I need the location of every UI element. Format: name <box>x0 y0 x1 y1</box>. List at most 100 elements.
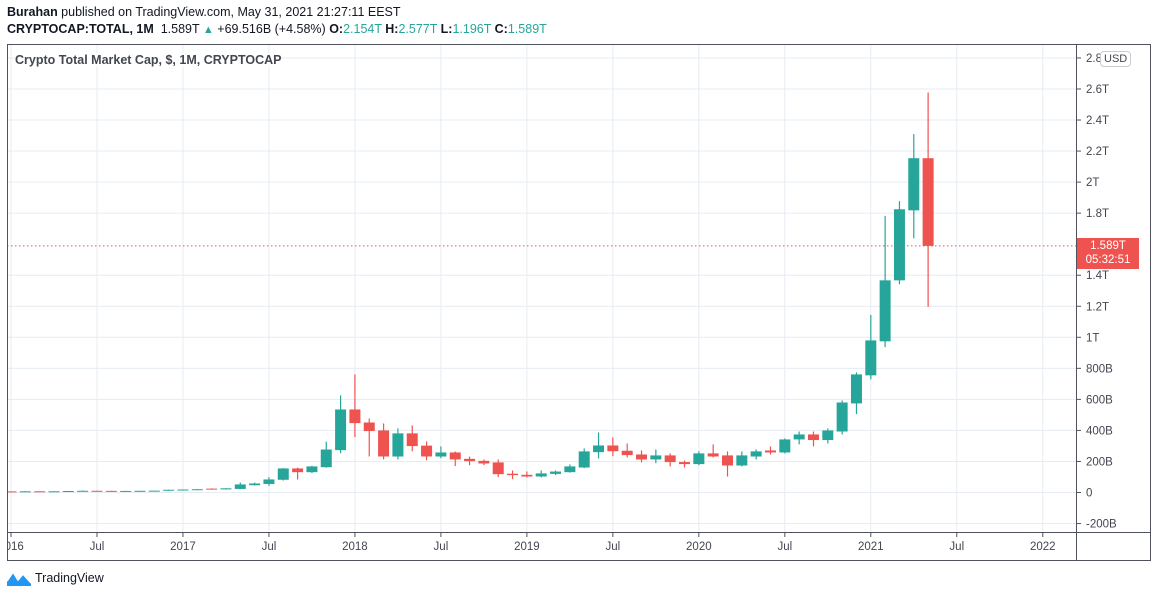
candle-body <box>564 466 576 473</box>
author-name[interactable]: Burahan <box>7 5 58 19</box>
bar-countdown: 05:32:51 <box>1085 254 1131 266</box>
publish-info: Burahan published on TradingView.com, Ma… <box>7 5 401 19</box>
candle-body <box>650 455 662 460</box>
candle-body <box>435 452 447 457</box>
candle-2016-02 <box>19 491 31 493</box>
triangle-up-icon: ▲ <box>202 24 214 36</box>
price-tick-label: 800B <box>1086 363 1113 375</box>
candle-body <box>19 491 31 493</box>
candle-2016-06 <box>77 490 89 492</box>
high-value: 2.577T <box>398 22 438 36</box>
candle-body <box>865 340 877 376</box>
candle-2017-10 <box>306 465 318 474</box>
candle-body <box>421 445 433 457</box>
candle-2021-01 <box>865 314 877 380</box>
candle-2021-04 <box>908 134 920 239</box>
candle-2017-02 <box>191 489 203 491</box>
candle-2020-05 <box>750 449 762 460</box>
candle-2017-12 <box>335 395 347 454</box>
symbol-label: CRYPTOCAP:TOTAL, 1M <box>7 22 154 36</box>
candle-2020-01 <box>693 451 705 466</box>
candle-body <box>292 468 304 473</box>
candle-body <box>320 449 332 468</box>
last-price-value: 1.589T <box>1090 240 1126 252</box>
candle-2018-06 <box>421 441 433 461</box>
candle-body <box>464 458 476 462</box>
candle-body <box>335 409 347 451</box>
candle-2019-08 <box>621 443 633 458</box>
candle-2018-02 <box>363 418 375 457</box>
candle-2019-09 <box>636 450 648 463</box>
price-tick-label: 1.2T <box>1086 301 1109 313</box>
candle-body <box>120 490 132 492</box>
candle-body <box>922 158 934 246</box>
low-label: L: <box>440 22 453 36</box>
candle-body <box>306 466 318 473</box>
candle-body <box>378 430 390 457</box>
candle-body <box>263 479 275 484</box>
candle-body <box>836 402 848 432</box>
candle-2019-05 <box>578 448 590 469</box>
candle-2020-09 <box>807 431 819 447</box>
time-tick-label: Jul <box>434 541 449 553</box>
tradingview-logo[interactable]: TradingView <box>6 569 104 587</box>
candle-2017-06 <box>249 482 261 486</box>
candle-2018-08 <box>449 451 461 467</box>
time-tick-label: 2022 <box>1030 541 1056 553</box>
candle-2017-05 <box>234 482 246 490</box>
candle-2020-06 <box>764 446 776 455</box>
candle-body <box>206 488 218 490</box>
candle-body <box>722 455 733 466</box>
time-tick-label: Jul <box>777 541 792 553</box>
candle-body <box>191 489 203 491</box>
price-tick-label: 1T <box>1086 332 1099 344</box>
candle-2018-01 <box>349 374 361 438</box>
candle-body <box>7 491 17 493</box>
candle-body <box>736 455 748 466</box>
currency-badge[interactable]: USD <box>1100 51 1132 67</box>
candle-2018-04 <box>392 428 404 460</box>
candle-2016-09 <box>120 490 132 492</box>
candle-2018-03 <box>378 423 390 460</box>
publish-text: published on TradingView.com, May 31, 20… <box>57 5 401 19</box>
candle-body <box>822 430 834 441</box>
candle-body <box>148 490 160 492</box>
candle-2018-07 <box>435 446 447 459</box>
price-tick-label: 0 <box>1086 488 1092 500</box>
candle-2019-06 <box>593 432 605 459</box>
candle-2016-12 <box>163 489 175 491</box>
candle-2018-05 <box>406 425 418 452</box>
candle-body <box>793 434 805 440</box>
candle-2016-11 <box>148 490 160 492</box>
time-tick-label: 2021 <box>858 541 884 553</box>
time-tick-label: 2020 <box>686 541 712 553</box>
candle-2019-02 <box>535 470 547 478</box>
time-tick-label: Jul <box>606 541 621 553</box>
candle-2021-05 <box>922 92 934 307</box>
candle-body <box>707 453 719 457</box>
candle-2016-08 <box>105 490 117 492</box>
candle-2016-10 <box>134 490 146 492</box>
time-tick-label: 2017 <box>170 541 196 553</box>
candle-2019-01 <box>521 471 533 478</box>
candle-2020-11 <box>836 400 848 435</box>
candle-2016-04 <box>48 491 60 493</box>
candle-body <box>163 489 175 491</box>
candle-2019-07 <box>607 437 619 457</box>
open-label: O: <box>329 22 344 36</box>
time-tick-label: 2018 <box>342 541 368 553</box>
candle-2018-12 <box>507 470 519 480</box>
candle-2018-11 <box>492 459 504 478</box>
candle-2018-09 <box>464 456 476 466</box>
candle-2017-03 <box>206 488 218 490</box>
candle-body <box>91 490 103 492</box>
tradingview-logo-icon <box>6 570 32 586</box>
last-price-label: 1.589T 05:32:51 <box>1077 238 1139 269</box>
price-tick-label: 2.6T <box>1086 84 1109 96</box>
candle-2020-12 <box>850 372 862 415</box>
candle-body <box>750 451 762 457</box>
candle-body <box>249 483 261 486</box>
candle-body <box>77 490 89 492</box>
candle-body <box>392 433 404 457</box>
